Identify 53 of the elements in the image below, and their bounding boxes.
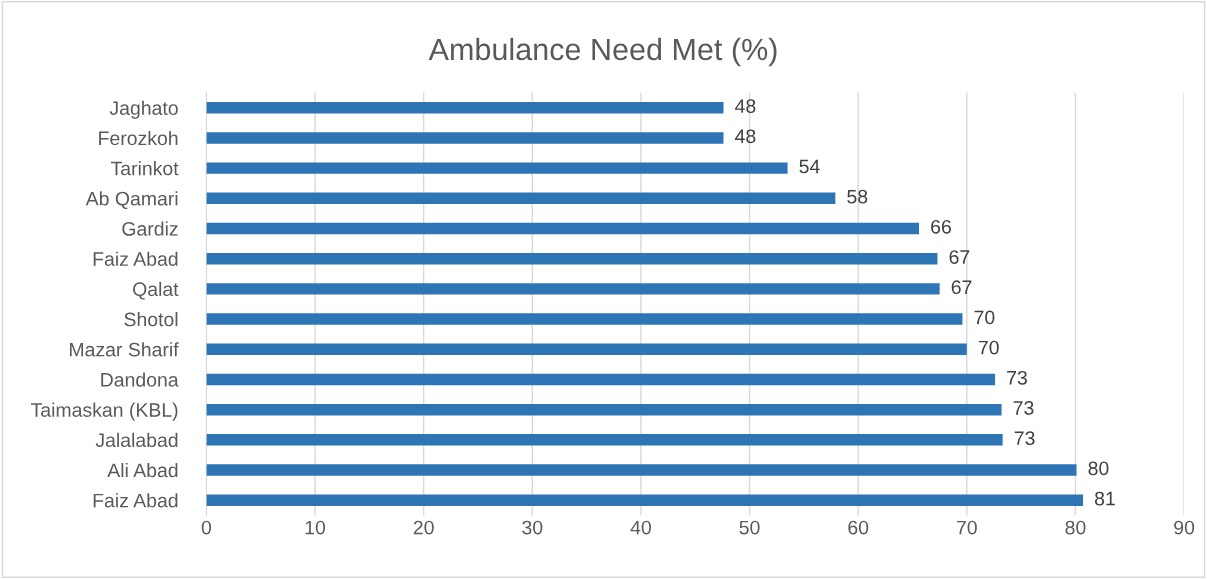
bar	[206, 373, 996, 386]
y-tick-label: Tarinkot	[110, 161, 179, 176]
data-label: 67	[949, 250, 970, 264]
x-tick-label: 60	[848, 520, 869, 535]
x-tick-label: 0	[201, 520, 212, 535]
bar	[206, 222, 920, 235]
y-tick-label: Jaghato	[109, 100, 178, 119]
data-label: 73	[1013, 401, 1034, 415]
x-tick-label: 80	[1065, 520, 1086, 535]
bar	[206, 494, 1084, 506]
y-tick-label: Mazar Sharif	[70, 342, 179, 357]
y-tick-label: Ali Abad	[107, 462, 178, 478]
bar	[206, 313, 963, 325]
bar	[206, 343, 967, 355]
bar	[206, 162, 788, 174]
chart-title: Ambulance Need Met (%)	[428, 37, 777, 67]
bar	[206, 132, 724, 144]
y-tick-label: Taimaskan (KBL)	[31, 402, 178, 421]
data-label: 54	[799, 159, 820, 174]
data-label: 80	[1088, 461, 1109, 476]
data-label: 73	[1014, 431, 1035, 446]
y-tick-label: Ab Qamari	[85, 191, 178, 210]
data-label: 58	[847, 189, 868, 204]
bar	[206, 434, 1003, 446]
data-label: 67	[951, 280, 972, 295]
y-tick-label: Ferozkoh	[99, 130, 178, 146]
data-label: 70	[974, 310, 995, 325]
x-tick-label: 10	[305, 520, 326, 535]
x-tick-label: 40	[630, 520, 651, 535]
data-label: 48	[735, 129, 756, 144]
y-tick-label: Faiz Abad	[93, 493, 178, 508]
y-tick-label: Faiz Abad	[93, 251, 178, 266]
y-tick-label: Jalalabad	[95, 432, 178, 448]
x-tick-label: 70	[956, 520, 977, 535]
x-tick-label: 90	[1174, 520, 1195, 535]
y-tick-label: Dandona	[101, 372, 179, 387]
data-label: 81	[1095, 491, 1115, 506]
data-label: 48	[735, 99, 756, 113]
data-label: 70	[978, 340, 999, 355]
x-tick-label: 30	[522, 520, 543, 535]
y-tick-label: Gardiz	[122, 221, 178, 236]
bar	[206, 252, 938, 265]
data-label: 73	[1007, 370, 1027, 385]
y-tick-label: Qalat	[133, 281, 179, 300]
x-tick-label: 50	[739, 520, 760, 535]
bar	[206, 403, 1002, 416]
y-tick-label: Shotol	[124, 312, 178, 327]
data-label: 66	[931, 219, 951, 234]
bar	[206, 464, 1077, 476]
x-tick-label: 20	[413, 520, 434, 535]
bar	[206, 192, 836, 205]
bar	[206, 102, 724, 114]
bar	[206, 283, 940, 295]
